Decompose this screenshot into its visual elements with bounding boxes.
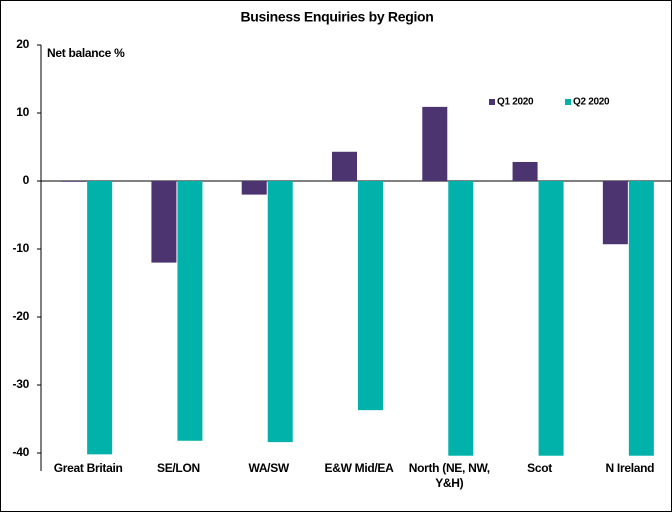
bar [241,181,267,195]
bar [358,181,383,411]
bar [61,181,87,182]
x-tick-label: SE/LON [156,461,200,475]
y-axis-title: Net balance % [47,46,125,60]
y-tick-label: 20 [16,37,29,51]
y-tick-label: -10 [13,241,30,255]
chart-title: Business Enquiries by Region [240,9,433,25]
y-tick-label: -30 [13,377,30,391]
legend-label: Q1 2020 [497,97,534,108]
bar [332,151,357,181]
bar [151,181,177,263]
bar [512,161,538,181]
bar [628,181,654,456]
bar [602,181,628,245]
x-tick-label: Great Britain [53,461,123,475]
bar [87,181,113,455]
bar [448,181,474,456]
x-tick-label: WA/SW [248,461,289,475]
bar [177,181,203,441]
x-tick-label: Scot [527,461,552,475]
bar [267,181,293,443]
legend-swatch [489,99,495,105]
bar [422,106,448,181]
x-tick-label: N Ireland [605,461,655,475]
y-tick-label: 10 [16,105,29,119]
legend-label: Q2 2020 [573,97,610,108]
x-tick-label: North (NE, NW, Y&H) [408,461,490,490]
y-tick-label: -20 [13,309,30,323]
bar [538,181,564,456]
y-tick-label: -40 [13,445,30,459]
y-tick-label: 0 [23,173,30,187]
legend-swatch [565,99,571,105]
x-tick-label: E&W Mid/EA [324,461,394,475]
